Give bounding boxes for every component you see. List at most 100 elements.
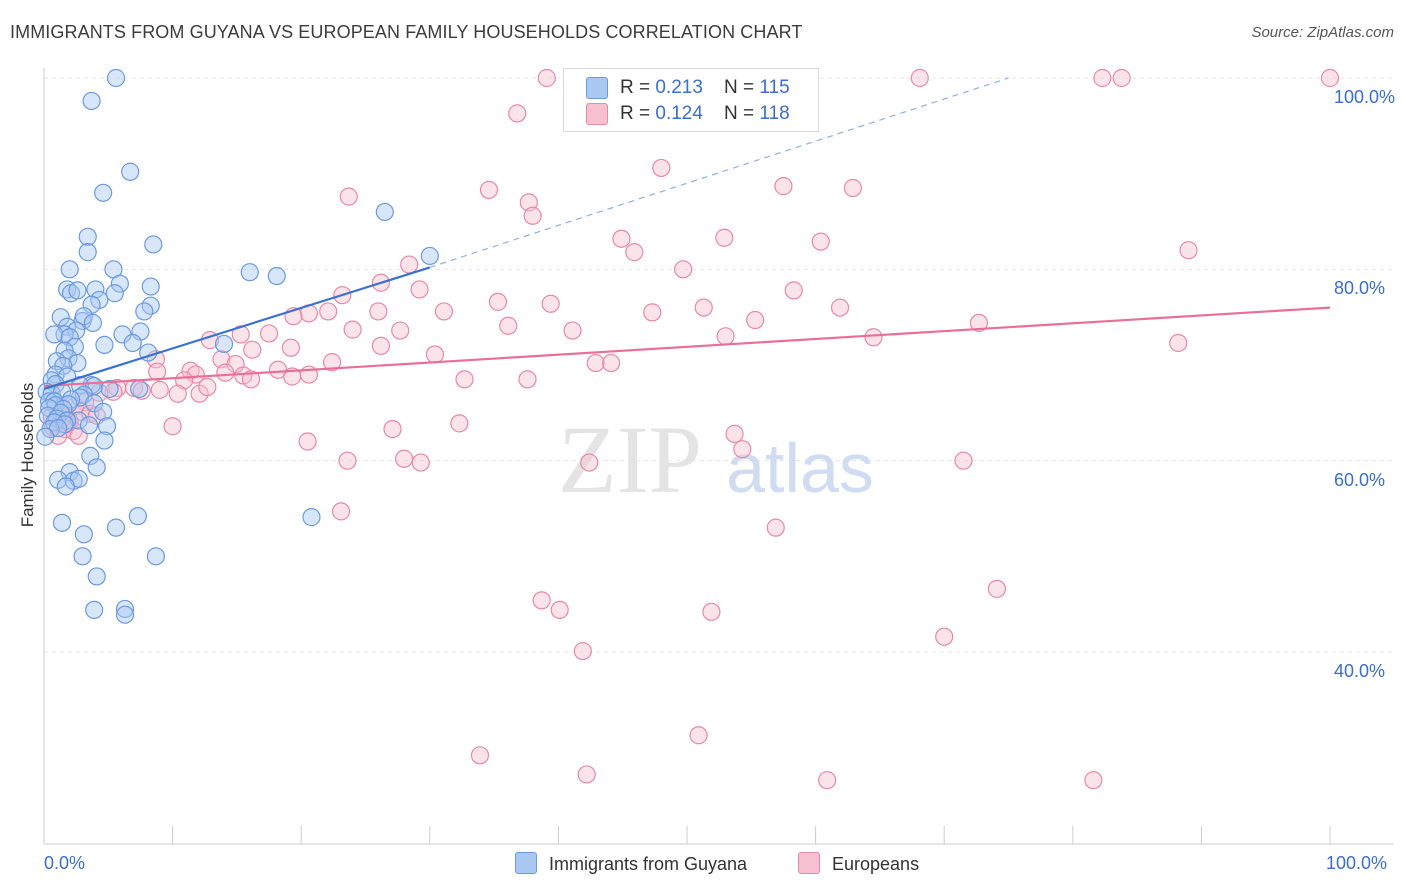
- point-europeans: [148, 362, 167, 381]
- y-tick-label: 60.0%: [1334, 469, 1386, 490]
- point-europeans: [455, 370, 474, 389]
- y-axis-label: Family Households: [18, 382, 37, 528]
- point-europeans: [1093, 68, 1112, 88]
- watermark: ZIP atlas: [558, 406, 874, 513]
- point-europeans: [532, 591, 551, 610]
- series-legend: Immigrants from Guyana Europeans: [0, 852, 1406, 878]
- point-europeans: [580, 453, 599, 472]
- point-guyana: [78, 227, 97, 246]
- point-europeans: [766, 518, 785, 537]
- point-europeans: [987, 579, 1007, 598]
- point-europeans: [281, 338, 301, 357]
- point-europeans: [518, 370, 537, 389]
- point-europeans: [811, 232, 830, 251]
- point-guyana: [82, 91, 101, 111]
- series-swatch-guyana: [515, 852, 537, 874]
- point-europeans: [168, 384, 187, 403]
- point-guyana: [79, 416, 99, 435]
- watermark-atlas: atlas: [726, 429, 874, 507]
- point-europeans: [818, 771, 837, 790]
- point-europeans: [198, 377, 217, 397]
- point-europeans: [343, 320, 362, 339]
- point-europeans: [573, 641, 592, 661]
- point-europeans: [612, 229, 631, 248]
- point-europeans: [508, 104, 527, 123]
- point-europeans: [519, 193, 538, 212]
- point-guyana: [146, 547, 165, 566]
- point-europeans: [689, 726, 708, 745]
- point-europeans: [450, 414, 469, 433]
- point-europeans: [369, 302, 388, 321]
- point-europeans: [391, 321, 410, 340]
- point-guyana: [128, 507, 147, 526]
- point-europeans: [470, 746, 490, 765]
- series-legend-guyana[interactable]: Immigrants from Guyana: [515, 852, 747, 875]
- point-europeans: [746, 310, 765, 330]
- legend-r-value: 0.213: [655, 77, 703, 99]
- point-europeans: [864, 328, 883, 347]
- point-guyana: [83, 313, 102, 333]
- point-europeans: [243, 340, 262, 359]
- legend-n-value: 118: [759, 103, 790, 125]
- gridlines: [44, 77, 1394, 653]
- point-europeans: [241, 370, 261, 389]
- point-europeans: [339, 187, 358, 206]
- point-europeans: [625, 243, 644, 262]
- trend-line-guyana: [43, 266, 431, 390]
- point-europeans: [186, 365, 205, 384]
- point-guyana: [87, 458, 106, 477]
- point-guyana: [420, 246, 439, 266]
- point-guyana: [36, 427, 55, 446]
- point-europeans: [830, 298, 850, 317]
- series-name-guyana: Immigrants from Guyana: [549, 854, 748, 874]
- point-europeans: [969, 313, 989, 333]
- point-guyana: [135, 302, 154, 321]
- point-europeans: [322, 353, 342, 372]
- point-europeans: [411, 453, 430, 472]
- legend-swatch-guyana: [586, 77, 608, 99]
- point-europeans: [716, 327, 735, 346]
- point-guyana: [55, 325, 74, 344]
- legend-r-value: 0.124: [655, 103, 703, 125]
- legend-n-label: N =: [724, 103, 760, 125]
- point-guyana: [68, 353, 87, 373]
- trend-lines: [43, 77, 1331, 390]
- point-europeans: [371, 336, 391, 355]
- point-guyana: [87, 567, 106, 586]
- point-europeans: [715, 228, 734, 247]
- point-europeans: [298, 432, 317, 451]
- point-europeans: [537, 68, 556, 88]
- point-guyana: [144, 235, 163, 254]
- point-guyana: [73, 547, 92, 566]
- series-name-europeans: Europeans: [832, 854, 920, 874]
- point-europeans: [910, 68, 929, 88]
- legend-n-label: N =: [724, 77, 760, 99]
- point-europeans: [643, 303, 662, 322]
- point-guyana: [74, 525, 93, 544]
- point-guyana: [45, 325, 64, 344]
- point-guyana: [60, 328, 79, 347]
- point-guyana: [86, 280, 105, 299]
- point-guyana: [121, 162, 140, 181]
- point-guyana: [52, 513, 72, 532]
- axes: [43, 68, 1394, 845]
- source-label: Source: ZipAtlas.com: [1251, 24, 1394, 41]
- point-europeans: [1112, 68, 1131, 88]
- trend-line-guyana-extension: [429, 77, 1009, 268]
- y-tick-label: 40.0%: [1334, 661, 1386, 681]
- point-europeans: [331, 502, 351, 521]
- point-europeans: [479, 180, 499, 200]
- point-guyana: [375, 202, 394, 222]
- point-guyana: [97, 417, 117, 436]
- point-guyana: [74, 307, 93, 326]
- point-europeans: [577, 765, 596, 784]
- point-europeans: [434, 302, 454, 321]
- point-europeans: [652, 158, 671, 178]
- point-guyana: [81, 446, 100, 465]
- legend-r-label: R =: [620, 77, 656, 99]
- point-europeans: [488, 292, 508, 311]
- point-guyana: [100, 379, 119, 399]
- point-europeans: [725, 424, 744, 443]
- point-guyana: [68, 281, 87, 300]
- series-legend-europeans[interactable]: Europeans: [798, 852, 919, 875]
